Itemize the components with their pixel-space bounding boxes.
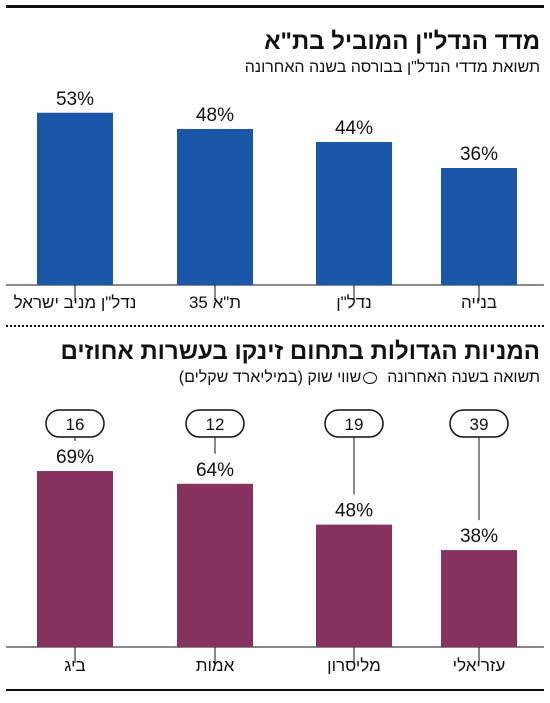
data-label: 53% bbox=[56, 89, 94, 110]
data-label: 36% bbox=[460, 144, 498, 165]
bar bbox=[177, 483, 253, 647]
bar bbox=[316, 142, 392, 285]
chart-title-bottom: המניות הגדולות בתחום זינקו בעשרות אחוזים bbox=[60, 338, 540, 365]
bar bbox=[37, 471, 113, 647]
bottom-rule bbox=[6, 689, 544, 691]
chart-subtitle-top: תשואת מדדי הנדל"ן בבורסה בשנה האחרונה bbox=[244, 59, 540, 76]
category-label: אמות bbox=[196, 656, 235, 675]
top-rule bbox=[6, 5, 544, 8]
chart-subtitle-bottom: תשואה בשנה האחרונה שווי שוק (במיליארד שקל… bbox=[179, 368, 540, 388]
marketcap-label: 39 bbox=[470, 415, 489, 434]
bar-chart-real-estate-stocks: 69% ביג 16 64% אמות 12 48% מליסרון 19 38% עזריאלי 3… bbox=[6, 409, 544, 675]
category-label: נדל"ן מניב ישראל bbox=[14, 293, 137, 312]
bar bbox=[316, 524, 392, 647]
data-label: 38% bbox=[460, 526, 498, 547]
data-label: 64% bbox=[196, 460, 234, 481]
bar-chart-real-estate-indices: 53% נדל"ן מניב ישראל 48% ת"א 35 44% נדל"ן 36% ב… bbox=[6, 89, 544, 312]
category-label: ביג bbox=[64, 656, 85, 675]
category-label: ת"א 35 bbox=[189, 293, 241, 312]
marketcap-label: 19 bbox=[345, 415, 364, 434]
category-label: בנייה bbox=[461, 293, 497, 312]
bar bbox=[441, 550, 517, 647]
data-label: 48% bbox=[196, 105, 234, 126]
legend-marketcap-label: שווי שוק (במיליארד שקלים) bbox=[178, 369, 362, 386]
data-label: 69% bbox=[56, 447, 94, 468]
category-label: נדל"ן bbox=[336, 293, 372, 312]
category-label: מליסרון bbox=[327, 656, 381, 675]
data-label: 44% bbox=[335, 118, 373, 139]
marketcap-label: 12 bbox=[206, 415, 225, 434]
section-divider bbox=[6, 325, 544, 327]
legend-return-label: תשואה בשנה האחרונה bbox=[387, 369, 540, 386]
chart-title-top: מדד הנדל"ן המוביל בת"א bbox=[264, 28, 540, 55]
bar bbox=[441, 168, 517, 285]
ring-icon bbox=[363, 371, 378, 384]
marketcap-label: 16 bbox=[66, 415, 85, 434]
data-label: 48% bbox=[335, 501, 373, 522]
bar bbox=[177, 129, 253, 285]
bar bbox=[37, 112, 113, 285]
category-label: עזריאלי bbox=[453, 656, 506, 675]
